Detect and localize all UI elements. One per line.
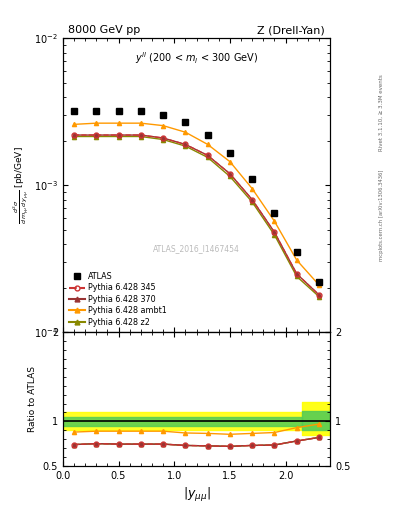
Text: $y^{ll}$ (200 < $m_{l}$ < 300 GeV): $y^{ll}$ (200 < $m_{l}$ < 300 GeV) [135,50,258,66]
X-axis label: $|y_{\mu\mu}|$: $|y_{\mu\mu}|$ [183,486,210,504]
Legend: ATLAS, Pythia 6.428 345, Pythia 6.428 370, Pythia 6.428 ambt1, Pythia 6.428 z2: ATLAS, Pythia 6.428 345, Pythia 6.428 37… [67,270,168,328]
Text: 8000 GeV pp: 8000 GeV pp [68,26,140,35]
Text: mcplots.cern.ch [arXiv:1306.3436]: mcplots.cern.ch [arXiv:1306.3436] [379,169,384,261]
Y-axis label: Ratio to ATLAS: Ratio to ATLAS [28,366,37,432]
Text: ATLAS_2016_I1467454: ATLAS_2016_I1467454 [153,244,240,253]
Text: Rivet 3.1.10, ≥ 3.3M events: Rivet 3.1.10, ≥ 3.3M events [379,74,384,151]
Y-axis label: $\frac{d^2\sigma}{d\,m_{\mu\mu}\,d\,y_{\mu\mu}}$ [pb/GeV]: $\frac{d^2\sigma}{d\,m_{\mu\mu}\,d\,y_{\… [11,146,31,224]
Text: Z (Drell-Yan): Z (Drell-Yan) [257,26,325,35]
